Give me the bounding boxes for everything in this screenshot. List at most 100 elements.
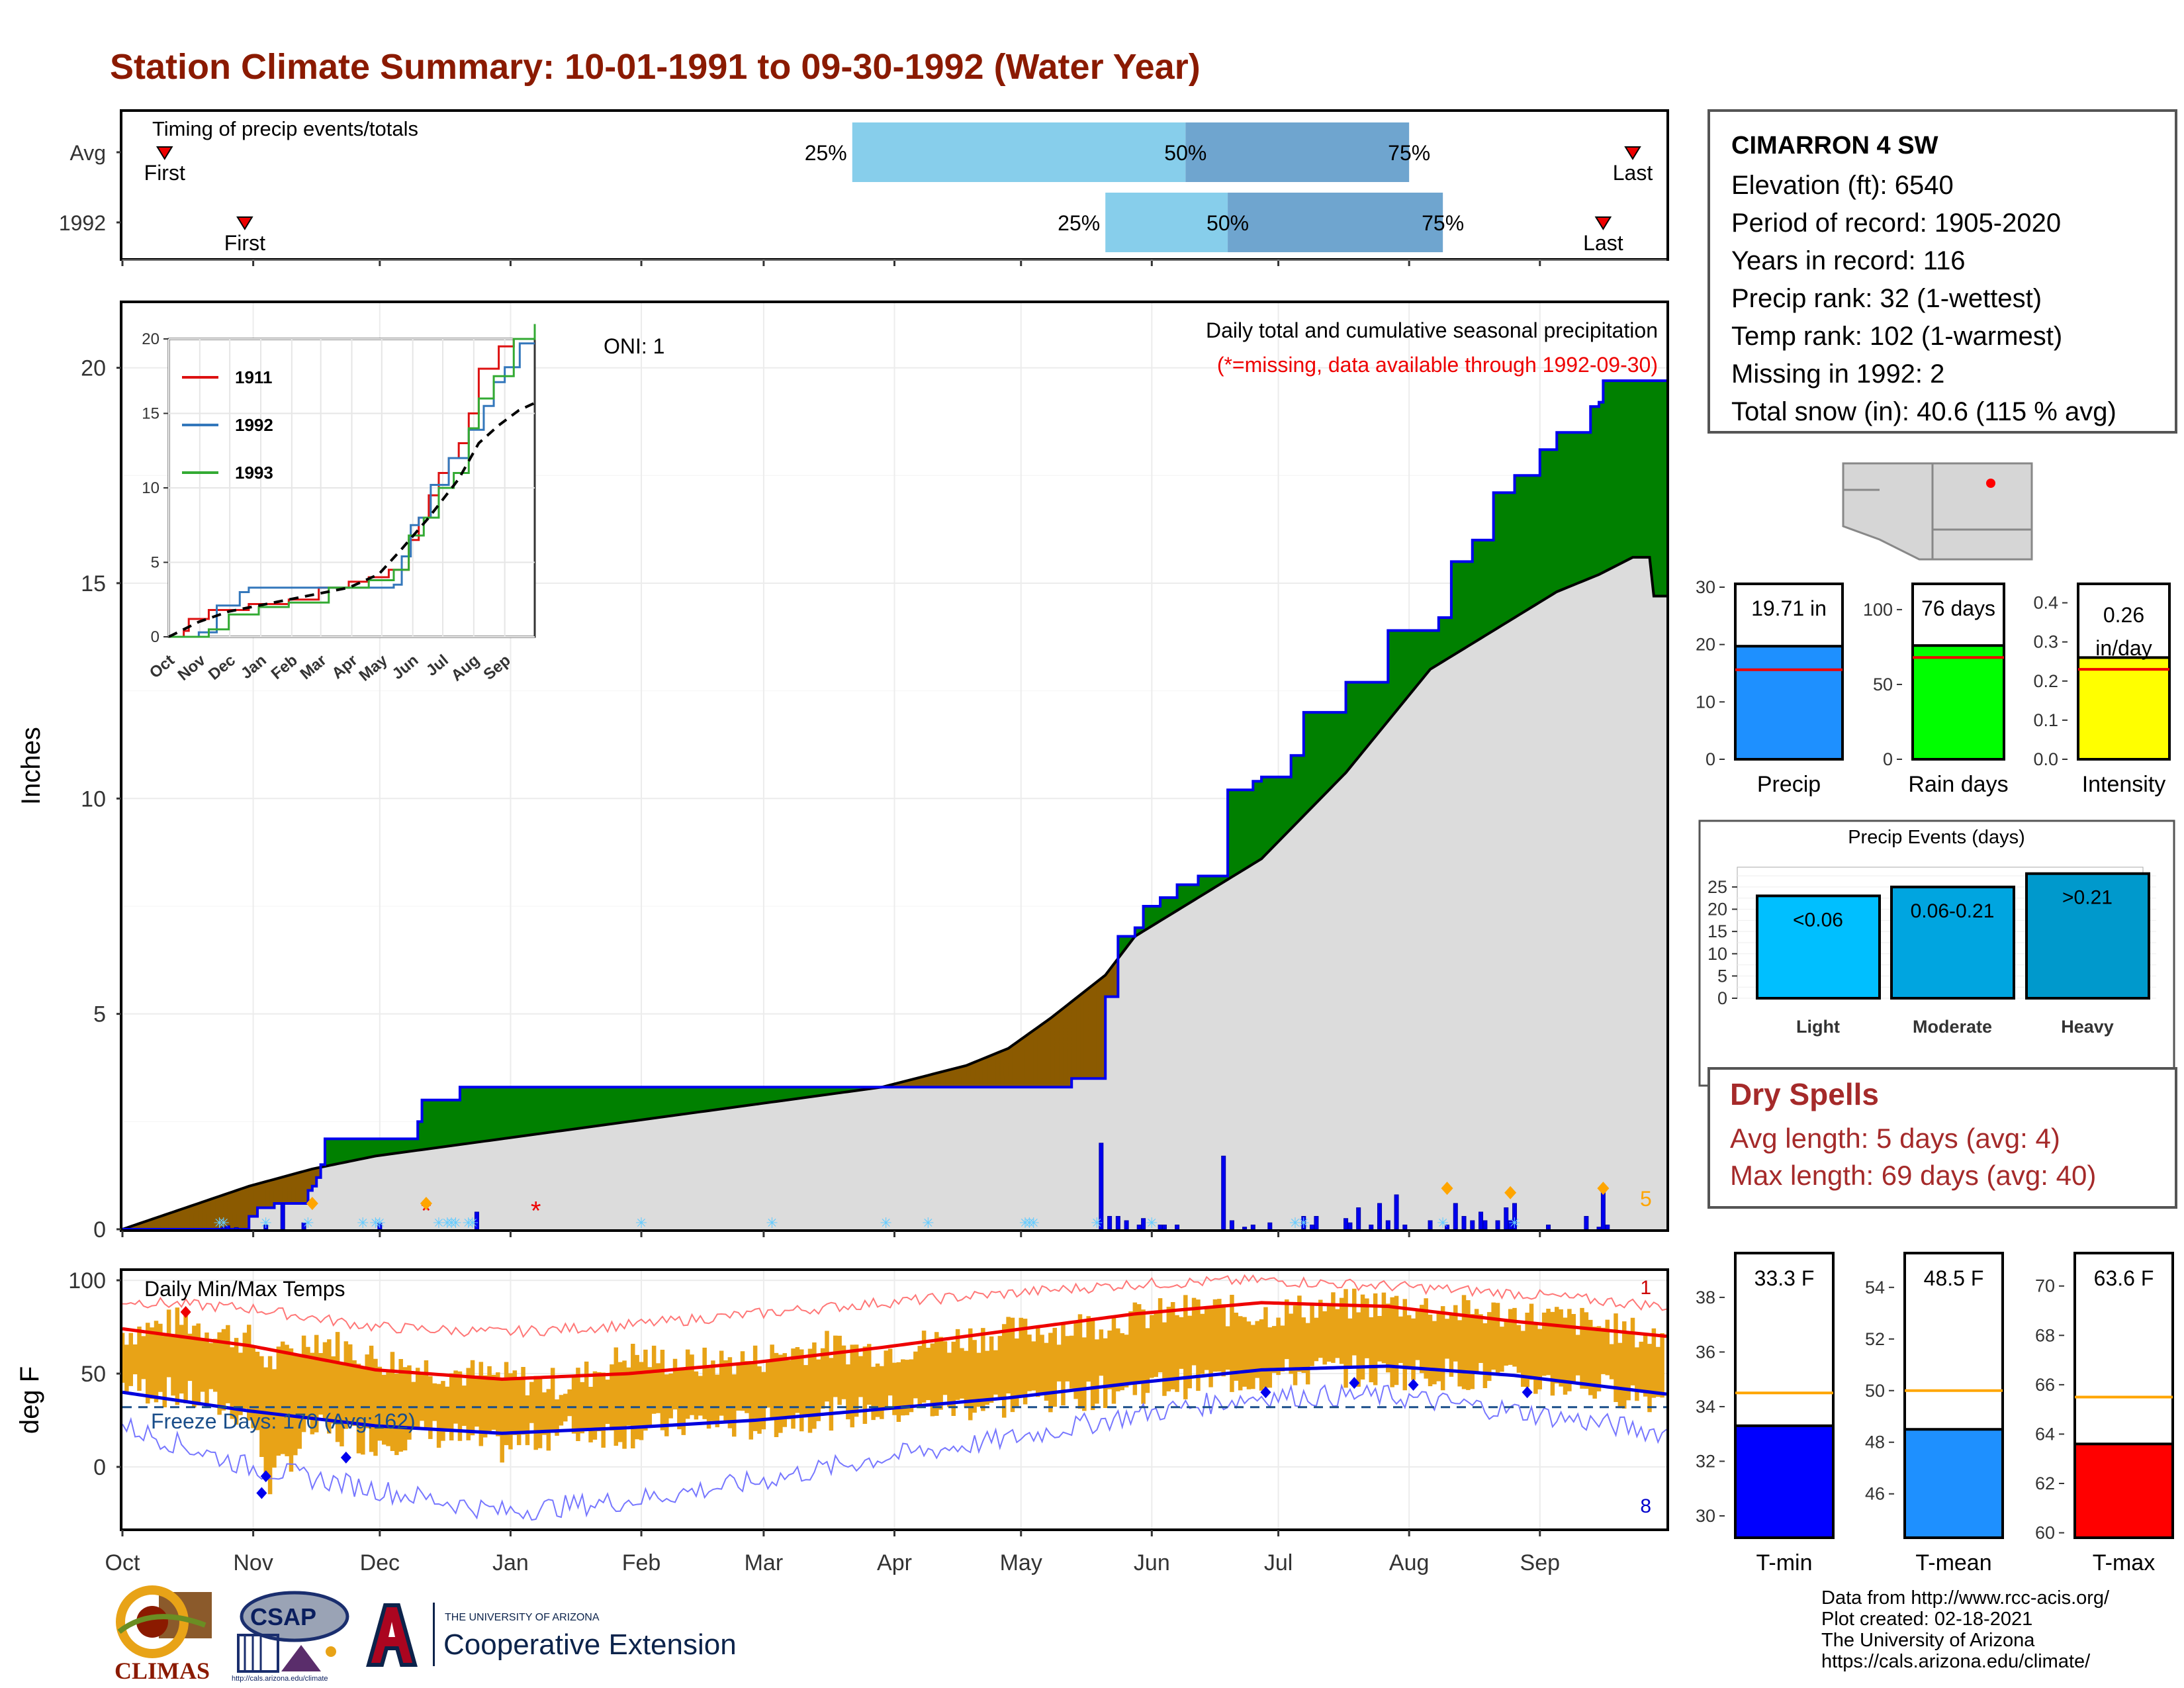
summary-bar [1911, 644, 2005, 761]
precip-ytick-label: 10 [81, 786, 106, 812]
temp-chart: 0 50 100 deg F Daily Min/Max Temps Freeze … [15, 1268, 1669, 1575]
snow-icon: ✳ [369, 1215, 381, 1231]
ua-large-text: Cooperative Extension [443, 1628, 737, 1661]
snow-icon: ✳ [1091, 1215, 1103, 1231]
snow-icon: ✳ [1289, 1215, 1301, 1231]
summary-ytick-label: 100 [1863, 600, 1893, 620]
snow-icon: ✳ [635, 1215, 647, 1231]
snow-icon: ✳ [1298, 1215, 1310, 1231]
temp-summary-ytick-label: 66 [2035, 1375, 2055, 1395]
csap-cloud-icon [237, 1591, 349, 1673]
timing-row-label: 1992 [59, 211, 106, 235]
rain-days-label: 76 days [1921, 596, 1995, 620]
temp-summary-ytick-label: 48 [1865, 1432, 1885, 1452]
record-min-line [122, 1383, 1666, 1521]
station-location-dot [1986, 479, 1995, 488]
timing-q50-q75-bar [1228, 193, 1443, 252]
credit-university: The University of Arizona [1821, 1630, 2035, 1651]
temp-summary-ytick-label: 34 [1696, 1397, 1715, 1417]
inset-legend-label: 1993 [235, 463, 273, 483]
event-marker [306, 1196, 318, 1210]
events-bar [2025, 872, 2150, 1000]
summary-bar [2077, 656, 2171, 761]
record-low-marker [1408, 1378, 1419, 1391]
summary-category-label: Intensity [2082, 772, 2166, 797]
snow-icon: ✳ [374, 1215, 386, 1231]
record-low-marker [1349, 1377, 1360, 1389]
timing-last-label: Last [1613, 161, 1653, 185]
precip-ytick-label: 0 [93, 1217, 106, 1243]
inset-avg-line [168, 401, 535, 638]
summary-category-label: Rain days [1908, 772, 2008, 797]
timing-panel: Timing of precip events/totals Avg 25% 50%… [59, 109, 1669, 266]
events-count-label: 5 [1640, 1187, 1652, 1211]
station-info-box: CIMARRON 4 SW Elevation (ft): 6540 Perio… [1707, 109, 2177, 434]
timing-q75-label: 75% [1388, 141, 1430, 165]
timing-q50-q75-bar [1185, 122, 1410, 182]
timing-last-label: Last [1583, 231, 1623, 255]
record-max-line [122, 1274, 1666, 1338]
month-label: Jun [1134, 1550, 1170, 1575]
temp-summary-ytick-label: 32 [1696, 1451, 1715, 1471]
snow-icon: ✳ [880, 1215, 892, 1231]
events-ytick-label: 25 [1707, 877, 1727, 897]
snow-icon: ✳ [357, 1215, 369, 1231]
events-category-label: Light [1796, 1017, 1840, 1037]
temp-summary-ytick-label: 38 [1696, 1288, 1715, 1307]
events-bar [1890, 885, 2015, 1000]
temp-summary-value-label: 33.3 F [1754, 1266, 1815, 1290]
snow-icon: ✳ [1023, 1215, 1035, 1231]
oni-label: ONI: 1 [604, 334, 664, 358]
record-low-marker [1260, 1386, 1271, 1399]
summary-ytick-label: 0.0 [2033, 749, 2058, 769]
events-category-label: Moderate [1913, 1017, 1992, 1037]
temp-summary-ytick-label: 62 [2035, 1474, 2055, 1493]
temp-summary-value-label: 63.6 F [2094, 1266, 2154, 1290]
cumulative-precip-line [122, 379, 1666, 1230]
credit-data-source: Data from http://www.rcc-acis.org/ [1821, 1587, 2110, 1609]
summary-ytick-label: 20 [1696, 635, 1715, 655]
climas-emblem-icon [116, 1585, 212, 1658]
dry-spells-box: Dry Spells Avg length: 5 days (avg: 4) M… [1707, 1067, 2177, 1209]
station-precip-rank: Precip rank: 32 (1-wettest) [1731, 284, 2042, 313]
events-bar [1756, 894, 1881, 1000]
events-ytick-label: 15 [1707, 921, 1727, 941]
month-label: Apr [877, 1550, 912, 1575]
page-title: Station Climate Summary: 10-01-1991 to 0… [110, 47, 1201, 87]
temp-panel-label: Daily Min/Max Temps [144, 1277, 345, 1301]
temp-summary-ytick-label: 46 [1865, 1484, 1885, 1504]
summary-ytick-label: 10 [1696, 692, 1715, 712]
month-label: Feb [622, 1550, 661, 1575]
precip-ytick-label: 15 [81, 571, 106, 596]
timing-q50-label: 50% [1206, 211, 1249, 235]
temp-summary-value-label: 48.5 F [1924, 1266, 1984, 1290]
timing-label: Timing of precip events/totals [152, 117, 418, 140]
daily-temp-bars [122, 1288, 1664, 1495]
credit-plot-created: Plot created: 02-18-2021 [1821, 1609, 2033, 1630]
timing-first-marker [156, 146, 173, 160]
event-marker [420, 1196, 432, 1210]
temp-summary-ytick-label: 30 [1696, 1506, 1715, 1526]
temp-summary-category-label: T-max [2093, 1550, 2155, 1575]
station-elevation: Elevation (ft): 6540 [1731, 171, 1954, 200]
timing-row-label: Avg [69, 141, 106, 165]
timing-last-marker [1624, 146, 1641, 160]
avg-cumulative-line [122, 555, 1666, 1230]
inset-ytick-label: 5 [151, 554, 159, 572]
record-low-count: 8 [1640, 1495, 1651, 1517]
events-bar-label: <0.06 [1793, 909, 1843, 931]
summary-ytick-label: 0.4 [2033, 593, 2058, 613]
events-bar-label: >0.21 [2062, 887, 2113, 909]
climas-text: CLIMAS [114, 1658, 210, 1684]
station-name: CIMARRON 4 SW [1731, 132, 1938, 160]
summary-category-label: Precip [1757, 772, 1821, 797]
snow-icon: ✳ [260, 1215, 272, 1231]
events-ytick-label: 10 [1707, 944, 1727, 964]
freeze-days-label: Freeze Days: 170 (Avg:162) [151, 1409, 416, 1433]
timing-last-marker [1594, 216, 1612, 230]
events-ytick-label: 20 [1707, 900, 1727, 919]
record-low-marker [256, 1487, 267, 1499]
